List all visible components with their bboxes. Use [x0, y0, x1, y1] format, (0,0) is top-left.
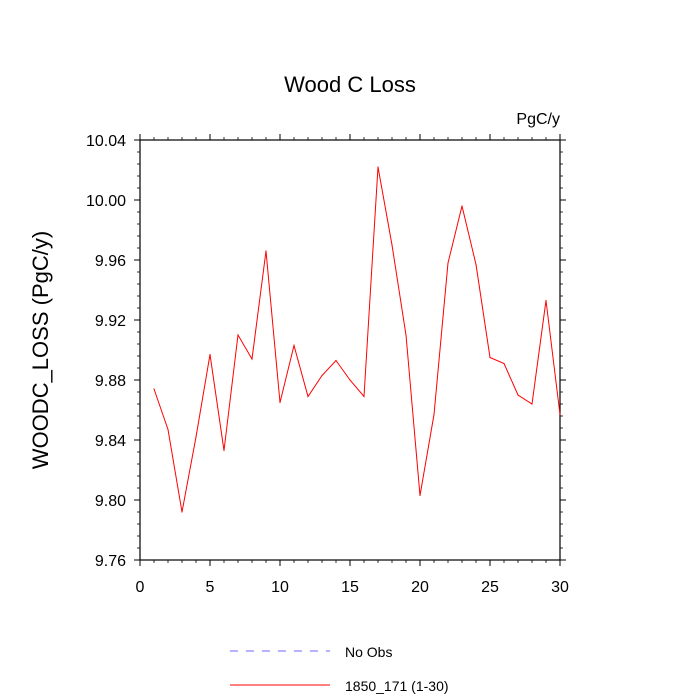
y-tick-label: 10.00 — [86, 193, 126, 210]
y-tick-label: 9.80 — [95, 493, 126, 510]
data-point — [503, 362, 505, 365]
data-point — [419, 494, 421, 497]
data-point — [433, 413, 435, 416]
y-axis-label: WOODC_LOSS (PgC/y) — [28, 231, 53, 469]
y-tick-label: 10.04 — [86, 133, 126, 150]
x-tick-label: 15 — [341, 579, 359, 596]
y-axis: 9.76 9.80 9.84 9.88 9.92 9.96 10.00 10.04 — [86, 133, 566, 570]
series-line — [153, 166, 561, 513]
data-point — [391, 244, 393, 246]
data-point — [349, 379, 351, 381]
data-point — [363, 395, 365, 398]
series-layer — [153, 166, 561, 513]
data-point — [545, 299, 547, 302]
x-tick-label: 5 — [206, 579, 215, 596]
x-tick-label: 0 — [136, 579, 145, 596]
data-point — [475, 263, 477, 266]
data-point — [153, 388, 155, 390]
y-tick-label: 9.76 — [95, 553, 126, 570]
units-label: PgC/y — [516, 111, 560, 128]
chart-title: Wood C Loss — [284, 72, 416, 97]
legend-label-series: 1850_171 (1-30) — [345, 678, 449, 694]
data-point — [405, 334, 407, 336]
data-point — [461, 205, 463, 207]
data-point — [489, 356, 491, 359]
y-tick-label: 9.92 — [95, 313, 126, 330]
data-point — [307, 395, 309, 398]
data-point — [223, 449, 225, 452]
x-tick-label: 25 — [481, 579, 499, 596]
data-point — [447, 262, 449, 264]
data-point — [335, 359, 337, 362]
data-point — [237, 334, 239, 336]
data-point — [251, 358, 253, 360]
data-point — [265, 250, 267, 252]
plot-frame — [139, 139, 561, 561]
data-point — [181, 511, 183, 513]
data-point — [293, 344, 295, 347]
data-point — [195, 436, 197, 438]
x-tick-label: 20 — [411, 579, 429, 596]
legend-label-no-obs: No Obs — [345, 644, 392, 660]
data-point — [559, 413, 561, 416]
data-point — [321, 374, 323, 377]
data-point — [167, 428, 169, 431]
data-point — [279, 401, 281, 404]
legend: No Obs 1850_171 (1-30) — [230, 644, 449, 694]
data-point — [209, 353, 211, 356]
data-point — [531, 403, 533, 405]
data-point — [377, 166, 379, 168]
y-tick-label: 9.84 — [95, 433, 126, 450]
x-axis: 0 5 10 15 20 25 30 — [136, 134, 569, 596]
x-tick-label: 30 — [551, 579, 569, 596]
y-tick-label: 9.88 — [95, 373, 126, 390]
x-tick-label: 10 — [271, 579, 289, 596]
y-tick-label: 9.96 — [95, 253, 126, 270]
data-point — [517, 394, 519, 396]
